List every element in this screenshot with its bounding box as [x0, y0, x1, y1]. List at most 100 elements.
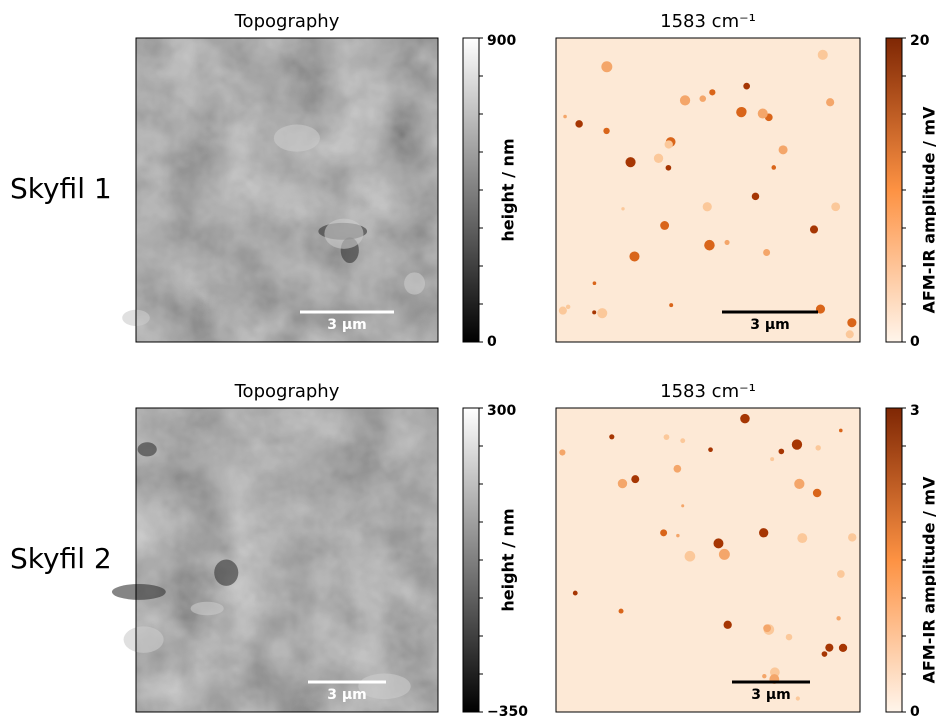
hotspot: [740, 414, 749, 423]
row-label: Skyfil 2: [10, 542, 112, 575]
hotspot: [629, 251, 639, 261]
panel-title: 1583 cm⁻¹: [660, 11, 756, 32]
hotspot: [752, 193, 759, 200]
hotspot: [680, 95, 690, 105]
hotspot: [618, 479, 627, 488]
hotspot: [763, 624, 771, 632]
feature: [214, 559, 238, 585]
colorbar-label: height / nm: [499, 508, 518, 611]
hotspot: [810, 225, 818, 233]
row-label: Skyfil 1: [10, 172, 112, 205]
hotspot: [848, 533, 856, 541]
hotspot: [676, 534, 679, 537]
hotspot: [593, 281, 597, 285]
hotspot: [592, 310, 596, 314]
feature: [124, 626, 164, 652]
colorbar-tick-label: 20: [910, 33, 930, 49]
ir-image: [556, 408, 860, 712]
hotspot: [575, 120, 582, 127]
hotspot: [719, 549, 730, 560]
feature: [324, 219, 363, 249]
hotspot: [566, 305, 571, 310]
hotspot: [621, 207, 624, 210]
hotspot: [779, 449, 785, 455]
ir-image: [556, 38, 860, 342]
hotspot: [708, 447, 713, 452]
hotspot: [601, 61, 612, 72]
hotspot: [703, 202, 712, 211]
colorbar-label: AFM-IR amplitude / mV: [920, 476, 936, 684]
hotspot: [563, 115, 567, 119]
colorbar-tick-label: 0: [910, 334, 920, 350]
hotspot: [680, 438, 685, 443]
hotspot: [597, 308, 607, 318]
feature: [191, 602, 224, 616]
panel-title: 1583 cm⁻¹: [660, 381, 756, 402]
hotspot: [666, 165, 672, 171]
colorbar-tick-label: −350: [487, 704, 528, 716]
hotspot: [704, 240, 715, 251]
hotspot: [665, 140, 673, 148]
scale-bar-label: 3 µm: [327, 317, 367, 333]
hotspot: [822, 651, 828, 657]
hotspot: [779, 145, 788, 154]
hotspot: [559, 307, 567, 315]
hotspot: [825, 644, 833, 652]
hotspot: [660, 529, 667, 536]
hotspot: [654, 154, 663, 163]
colorbar-tick-label: 300: [487, 403, 516, 419]
hotspot: [738, 107, 747, 116]
feature: [138, 442, 157, 456]
colorbar-tick-label: 900: [487, 33, 516, 49]
colorbar-tick-label: 3: [910, 403, 920, 419]
hotspot: [797, 533, 807, 543]
hotspot: [771, 165, 776, 170]
colorbar: [886, 38, 902, 342]
hotspot: [559, 449, 565, 455]
hotspot: [709, 89, 715, 95]
hotspot: [836, 616, 840, 620]
hotspot: [699, 95, 706, 102]
hotspot: [758, 108, 768, 118]
hotspot: [813, 489, 821, 497]
topography-texture: [136, 408, 438, 712]
hotspot: [685, 551, 696, 562]
hotspot: [759, 528, 768, 537]
hotspot: [724, 240, 729, 245]
hotspot: [837, 570, 845, 578]
hotspot: [724, 621, 732, 629]
hotspot: [743, 83, 750, 90]
panel-title: Topography: [234, 11, 340, 32]
colorbar-label: height / nm: [499, 138, 518, 241]
hotspot: [681, 504, 684, 507]
hotspot: [660, 221, 669, 230]
figure: Skyfil 1 Topography 3 µm 900 0 height / nm 158…: [0, 0, 936, 716]
panel-title: Topography: [234, 381, 340, 402]
topography-texture: [136, 38, 438, 342]
hotspot: [815, 445, 820, 450]
hotspot: [603, 128, 609, 134]
scale-bar-label: 3 µm: [750, 317, 790, 333]
hotspot: [713, 538, 723, 548]
colorbar-tick-label: 0: [487, 334, 497, 350]
hotspot: [839, 429, 843, 433]
hotspot: [664, 434, 670, 440]
hotspot: [770, 457, 774, 461]
hotspot: [619, 609, 624, 614]
scale-bar-label: 3 µm: [751, 687, 791, 703]
hotspot: [831, 202, 840, 211]
hotspot: [846, 330, 854, 338]
colorbar: [886, 408, 902, 712]
hotspot: [794, 479, 804, 489]
hotspot: [609, 434, 614, 439]
hotspot: [786, 634, 792, 640]
colorbar-tick-label: 0: [910, 704, 920, 716]
hotspot: [818, 50, 828, 60]
hotspot: [763, 249, 770, 256]
hotspot: [792, 439, 802, 449]
hotspot: [847, 318, 856, 327]
hotspot: [839, 644, 847, 652]
hotspot: [669, 303, 673, 307]
hotspot: [625, 157, 635, 167]
hotspot: [631, 475, 639, 483]
